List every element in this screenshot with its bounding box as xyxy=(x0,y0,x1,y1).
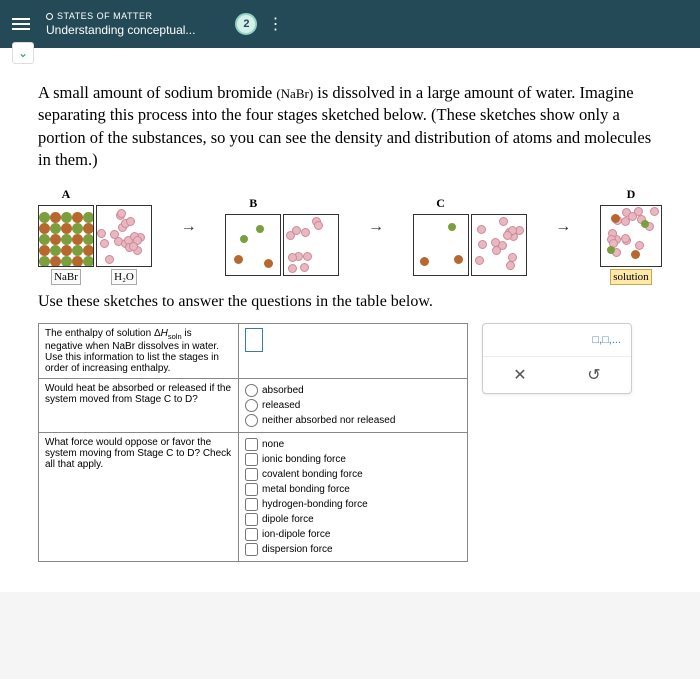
checkbox-option[interactable]: dipole force xyxy=(245,512,461,527)
more-icon[interactable]: ⋮ xyxy=(267,14,283,34)
sequence-input[interactable] xyxy=(245,328,263,352)
row2-prompt: Would heat be absorbed or released if th… xyxy=(39,379,239,433)
label-b: B xyxy=(249,196,257,211)
label-c: C xyxy=(436,196,445,211)
header-actions: 2 ⋮ xyxy=(235,13,283,35)
dropdown-bar: ⌄ xyxy=(0,48,700,70)
checkbox-option[interactable]: none xyxy=(245,437,461,452)
header-text: STATES OF MATTER Understanding conceptua… xyxy=(46,11,195,37)
arrow-icon: → xyxy=(555,218,571,236)
question-table: The enthalpy of solution ΔHsoln is negat… xyxy=(38,323,468,562)
box-c1 xyxy=(413,214,469,276)
row3-prompt: What force would oppose or favor the sys… xyxy=(39,433,239,562)
bottom-row: The enthalpy of solution ΔHsoln is negat… xyxy=(38,323,662,562)
page-title: Understanding conceptual... xyxy=(46,23,195,37)
sublabel-nabr: NaBr xyxy=(51,269,81,285)
box-h2o: document.write(Array.from({length:18},(_… xyxy=(96,205,152,267)
checkbox-input[interactable] xyxy=(245,468,258,481)
radio-input[interactable] xyxy=(245,384,258,397)
category-text: STATES OF MATTER xyxy=(57,11,153,21)
option-label: none xyxy=(262,439,284,450)
dot-indicator-icon xyxy=(46,13,53,20)
option-label: absorbed xyxy=(262,385,304,396)
row2-options: absorbed released neither absorbed nor rel… xyxy=(239,379,468,433)
app-header: STATES OF MATTER Understanding conceptua… xyxy=(0,0,700,48)
checkbox-option[interactable]: metal bonding force xyxy=(245,482,461,497)
stage-b: B document.write(Array.from({length:10},… xyxy=(225,196,339,276)
checkbox-option[interactable]: ion-dipole force xyxy=(245,527,461,542)
radio-option[interactable]: absorbed xyxy=(245,383,461,398)
instruction: Use these sketches to answer the questio… xyxy=(38,293,662,311)
label-a: A xyxy=(62,187,71,202)
r1-sub: soln xyxy=(168,332,182,341)
spacer xyxy=(123,187,126,202)
checkbox-input[interactable] xyxy=(245,513,258,526)
table-row: The enthalpy of solution ΔHsoln is negat… xyxy=(39,324,468,379)
option-label: covalent bonding force xyxy=(262,469,363,480)
checkbox-option[interactable]: dispersion force xyxy=(245,542,461,557)
box-c2: document.write(Array.from({length:14},(_… xyxy=(471,214,527,276)
attempt-badge[interactable]: 2 xyxy=(235,13,257,35)
checkbox-input[interactable] xyxy=(245,543,258,556)
option-label: dispersion force xyxy=(262,544,333,555)
table-row: Would heat be absorbed or released if th… xyxy=(39,379,468,433)
spacer xyxy=(310,196,313,211)
panel-hint[interactable]: □,□,... xyxy=(483,324,631,357)
helper-panel: □,□,... ✕ ↺ xyxy=(482,323,632,394)
box-b1 xyxy=(225,214,281,276)
sketch-row: A document.write(Array.from({length:25},… xyxy=(38,187,662,285)
option-label: metal bonding force xyxy=(262,484,350,495)
r1-h: H xyxy=(161,328,168,339)
option-label: released xyxy=(262,400,300,411)
checkbox-input[interactable] xyxy=(245,483,258,496)
chevron-down-icon[interactable]: ⌄ xyxy=(12,42,34,64)
q-formula: (NaBr) xyxy=(276,86,313,101)
radio-input[interactable] xyxy=(245,399,258,412)
checkbox-input[interactable] xyxy=(245,528,258,541)
box-nabr: document.write(Array.from({length:25},(_… xyxy=(38,205,94,267)
category-label: STATES OF MATTER xyxy=(46,11,195,21)
arrow-icon: → xyxy=(368,218,384,236)
radio-option[interactable]: released xyxy=(245,398,461,413)
r1-pre: The enthalpy of solution Δ xyxy=(45,328,161,339)
checkbox-input[interactable] xyxy=(245,498,258,511)
row3-options: none ionic bonding force covalent bonding … xyxy=(239,433,468,562)
checkbox-option[interactable]: hydrogen-bonding force xyxy=(245,497,461,512)
checkbox-option[interactable]: covalent bonding force xyxy=(245,467,461,482)
option-label: ionic bonding force xyxy=(262,454,346,465)
panel-actions: ✕ ↺ xyxy=(483,357,631,393)
table-row: What force would oppose or favor the sys… xyxy=(39,433,468,562)
option-label: hydrogen-bonding force xyxy=(262,499,368,510)
question-text: A small amount of sodium bromide (NaBr) … xyxy=(38,82,662,171)
checkbox-input[interactable] xyxy=(245,453,258,466)
spacer xyxy=(497,196,500,211)
arrow-icon: → xyxy=(181,218,197,236)
radio-input[interactable] xyxy=(245,414,258,427)
q-pre: A small amount of sodium bromide xyxy=(38,83,276,102)
stage-d: D document.write(Array.from({length:16},… xyxy=(600,187,662,285)
option-label: dipole force xyxy=(262,514,314,525)
sublabel-solution: solution xyxy=(610,269,651,285)
row1-prompt: The enthalpy of solution ΔHsoln is negat… xyxy=(39,324,239,379)
sublabel-h2o: H₂O xyxy=(111,269,137,285)
option-label: ion-dipole force xyxy=(262,529,330,540)
option-label: neither absorbed nor released xyxy=(262,415,395,426)
radio-option[interactable]: neither absorbed nor released xyxy=(245,413,461,428)
stage-c: C document.write(Array.from({length:14},… xyxy=(413,196,527,276)
row1-answer xyxy=(239,324,468,379)
close-icon[interactable]: ✕ xyxy=(513,365,526,385)
label-d: D xyxy=(627,187,636,202)
box-b2: document.write(Array.from({length:10},(_… xyxy=(283,214,339,276)
reset-icon[interactable]: ↺ xyxy=(587,365,600,385)
checkbox-input[interactable] xyxy=(245,438,258,451)
menu-icon[interactable] xyxy=(12,18,30,30)
box-solution: document.write(Array.from({length:16},(_… xyxy=(600,205,662,267)
checkbox-option[interactable]: ionic bonding force xyxy=(245,452,461,467)
stage-a: A document.write(Array.from({length:25},… xyxy=(38,187,152,285)
content-area: A small amount of sodium bromide (NaBr) … xyxy=(0,70,700,592)
